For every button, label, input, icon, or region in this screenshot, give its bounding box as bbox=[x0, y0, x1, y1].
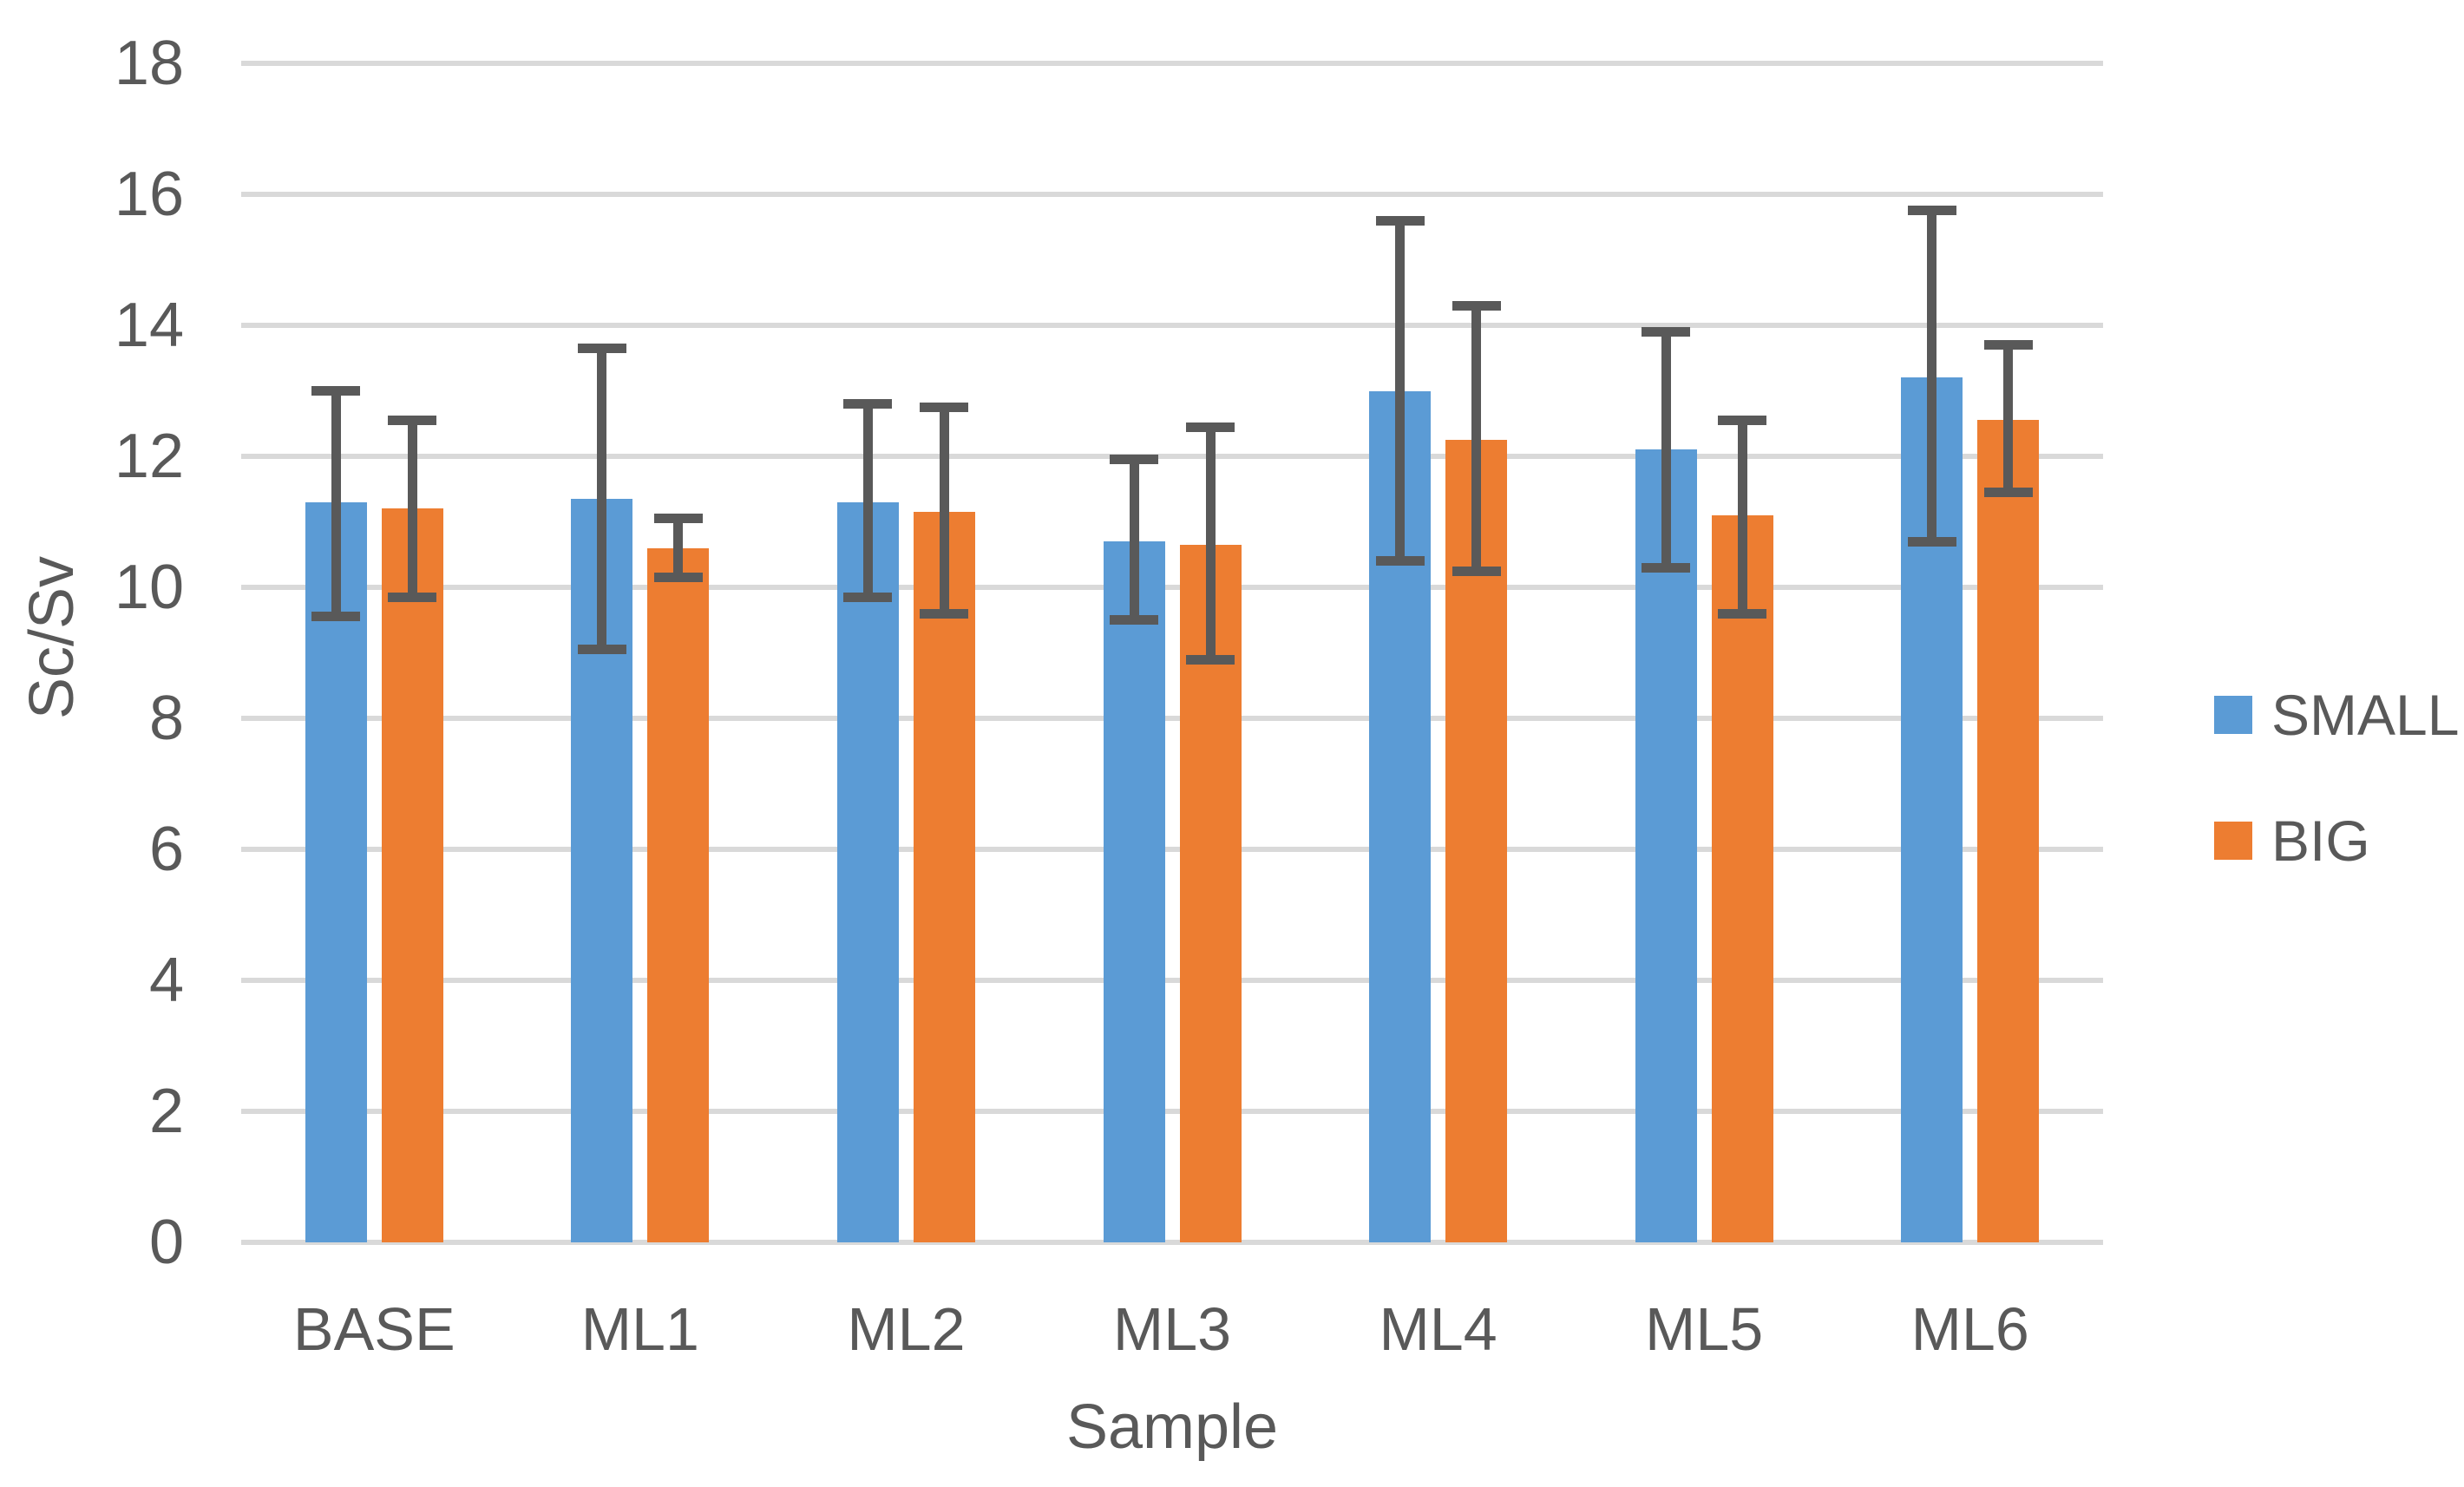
error-bar-small-ml6-line bbox=[1927, 210, 1937, 542]
error-bar-big-ml2-cap-top bbox=[920, 402, 969, 412]
bar-big-ml5 bbox=[1711, 514, 1773, 1242]
error-bar-small-ml6-cap-bottom bbox=[1907, 536, 1956, 547]
error-bar-small-ml3-cap-top bbox=[1110, 455, 1158, 465]
category-label-base: BASE bbox=[292, 1295, 455, 1363]
error-bar-small-ml2-cap-bottom bbox=[843, 592, 893, 602]
y-axis-title: Sc/Sv bbox=[17, 555, 87, 720]
y-tick-label-12: 12 bbox=[114, 422, 184, 491]
gridline-14 bbox=[241, 323, 2103, 328]
error-bar-big-ml6-cap-bottom bbox=[1983, 488, 2033, 498]
gridline-12 bbox=[241, 454, 2103, 459]
error-bar-small-ml5-line bbox=[1661, 331, 1671, 568]
gridline-0 bbox=[241, 1240, 2103, 1245]
y-tick-label-4: 4 bbox=[148, 946, 184, 1015]
bar-small-ml5 bbox=[1635, 449, 1697, 1242]
bar-small-base bbox=[305, 501, 367, 1242]
bar-big-ml1 bbox=[647, 547, 710, 1242]
gridline-6 bbox=[241, 847, 2103, 852]
error-bar-big-ml6-cap-top bbox=[1983, 340, 2033, 350]
error-bar-small-ml1-line bbox=[597, 348, 607, 650]
error-bar-big-base-cap-top bbox=[388, 415, 437, 425]
y-tick-label-14: 14 bbox=[114, 291, 184, 360]
y-tick-label-2: 2 bbox=[148, 1077, 184, 1146]
gridline-10 bbox=[241, 585, 2103, 590]
error-bar-small-ml1-cap-bottom bbox=[577, 645, 626, 655]
x-axis-title: Sample bbox=[1065, 1392, 1279, 1462]
gridline-8 bbox=[241, 716, 2103, 721]
y-tick-label-0: 0 bbox=[148, 1208, 184, 1277]
bar-small-ml3 bbox=[1103, 541, 1165, 1242]
error-bar-big-ml1-cap-bottom bbox=[653, 573, 703, 583]
y-tick-label-8: 8 bbox=[148, 684, 184, 753]
gridline-4 bbox=[241, 978, 2103, 983]
error-bar-small-ml1-cap-top bbox=[577, 343, 626, 353]
error-bar-small-ml2-cap-top bbox=[843, 399, 893, 409]
y-tick-label-6: 6 bbox=[148, 815, 184, 884]
gridline-2 bbox=[241, 1109, 2103, 1114]
error-bar-small-base-cap-bottom bbox=[311, 612, 361, 622]
y-tick-label-10: 10 bbox=[114, 553, 184, 622]
error-bar-big-ml2-line bbox=[939, 407, 949, 614]
error-bar-small-ml4-line bbox=[1395, 220, 1406, 561]
category-label-ml3: ML3 bbox=[1112, 1295, 1232, 1363]
error-bar-small-ml5-cap-bottom bbox=[1642, 562, 1691, 573]
error-bar-big-ml6-line bbox=[2003, 344, 2014, 493]
category-label-ml4: ML4 bbox=[1379, 1295, 1497, 1363]
error-bar-small-ml5-cap-top bbox=[1642, 327, 1691, 337]
error-bar-small-ml2-line bbox=[862, 403, 873, 598]
error-bar-small-base-cap-top bbox=[311, 386, 361, 396]
error-bar-small-ml3-line bbox=[1129, 459, 1139, 620]
bar-big-ml6 bbox=[1977, 420, 2040, 1242]
error-bar-small-ml6-cap-top bbox=[1907, 206, 1956, 216]
category-label-ml5: ML5 bbox=[1645, 1295, 1764, 1363]
error-bar-big-ml2-cap-bottom bbox=[920, 608, 969, 619]
error-bar-small-ml4-cap-bottom bbox=[1375, 556, 1425, 567]
legend-label-big: BIG bbox=[2271, 809, 2370, 873]
gridline-18 bbox=[241, 61, 2103, 66]
legend-swatch-small bbox=[2214, 696, 2252, 734]
error-bar-big-ml4-cap-bottom bbox=[1452, 566, 1501, 576]
error-bar-big-base-cap-bottom bbox=[388, 592, 437, 602]
bar-big-ml2 bbox=[913, 512, 975, 1242]
error-bar-big-ml3-line bbox=[1205, 427, 1216, 660]
error-bar-big-ml5-cap-top bbox=[1718, 415, 1767, 425]
legend-item-small: SMALL bbox=[2214, 676, 2459, 754]
error-bar-big-ml1-line bbox=[673, 518, 684, 578]
error-bar-small-ml3-cap-bottom bbox=[1110, 615, 1158, 626]
gridline-16 bbox=[241, 192, 2103, 197]
error-bar-big-ml5-cap-bottom bbox=[1718, 608, 1767, 619]
error-bar-big-ml4-line bbox=[1471, 305, 1482, 572]
error-bar-big-ml5-line bbox=[1737, 420, 1747, 614]
legend-item-big: BIG bbox=[2214, 802, 2370, 880]
bar-small-ml2 bbox=[836, 501, 899, 1242]
category-label-ml1: ML1 bbox=[580, 1295, 699, 1363]
legend-label-small: SMALL bbox=[2271, 683, 2460, 747]
error-bar-big-ml1-cap-top bbox=[653, 514, 703, 524]
y-tick-label-16: 16 bbox=[114, 160, 184, 229]
error-bar-big-ml4-cap-top bbox=[1452, 300, 1501, 311]
category-label-ml6: ML6 bbox=[1910, 1295, 2029, 1363]
error-bar-small-ml4-cap-top bbox=[1375, 215, 1425, 226]
error-bar-big-ml3-cap-bottom bbox=[1186, 654, 1235, 665]
y-tick-label-18: 18 bbox=[114, 29, 184, 98]
error-bar-big-base-line bbox=[407, 420, 417, 598]
legend-swatch-big bbox=[2214, 822, 2252, 860]
category-label-ml2: ML2 bbox=[847, 1295, 966, 1363]
bar-big-base bbox=[381, 508, 443, 1242]
error-bar-big-ml3-cap-top bbox=[1186, 422, 1235, 432]
error-bar-small-base-line bbox=[331, 390, 341, 617]
